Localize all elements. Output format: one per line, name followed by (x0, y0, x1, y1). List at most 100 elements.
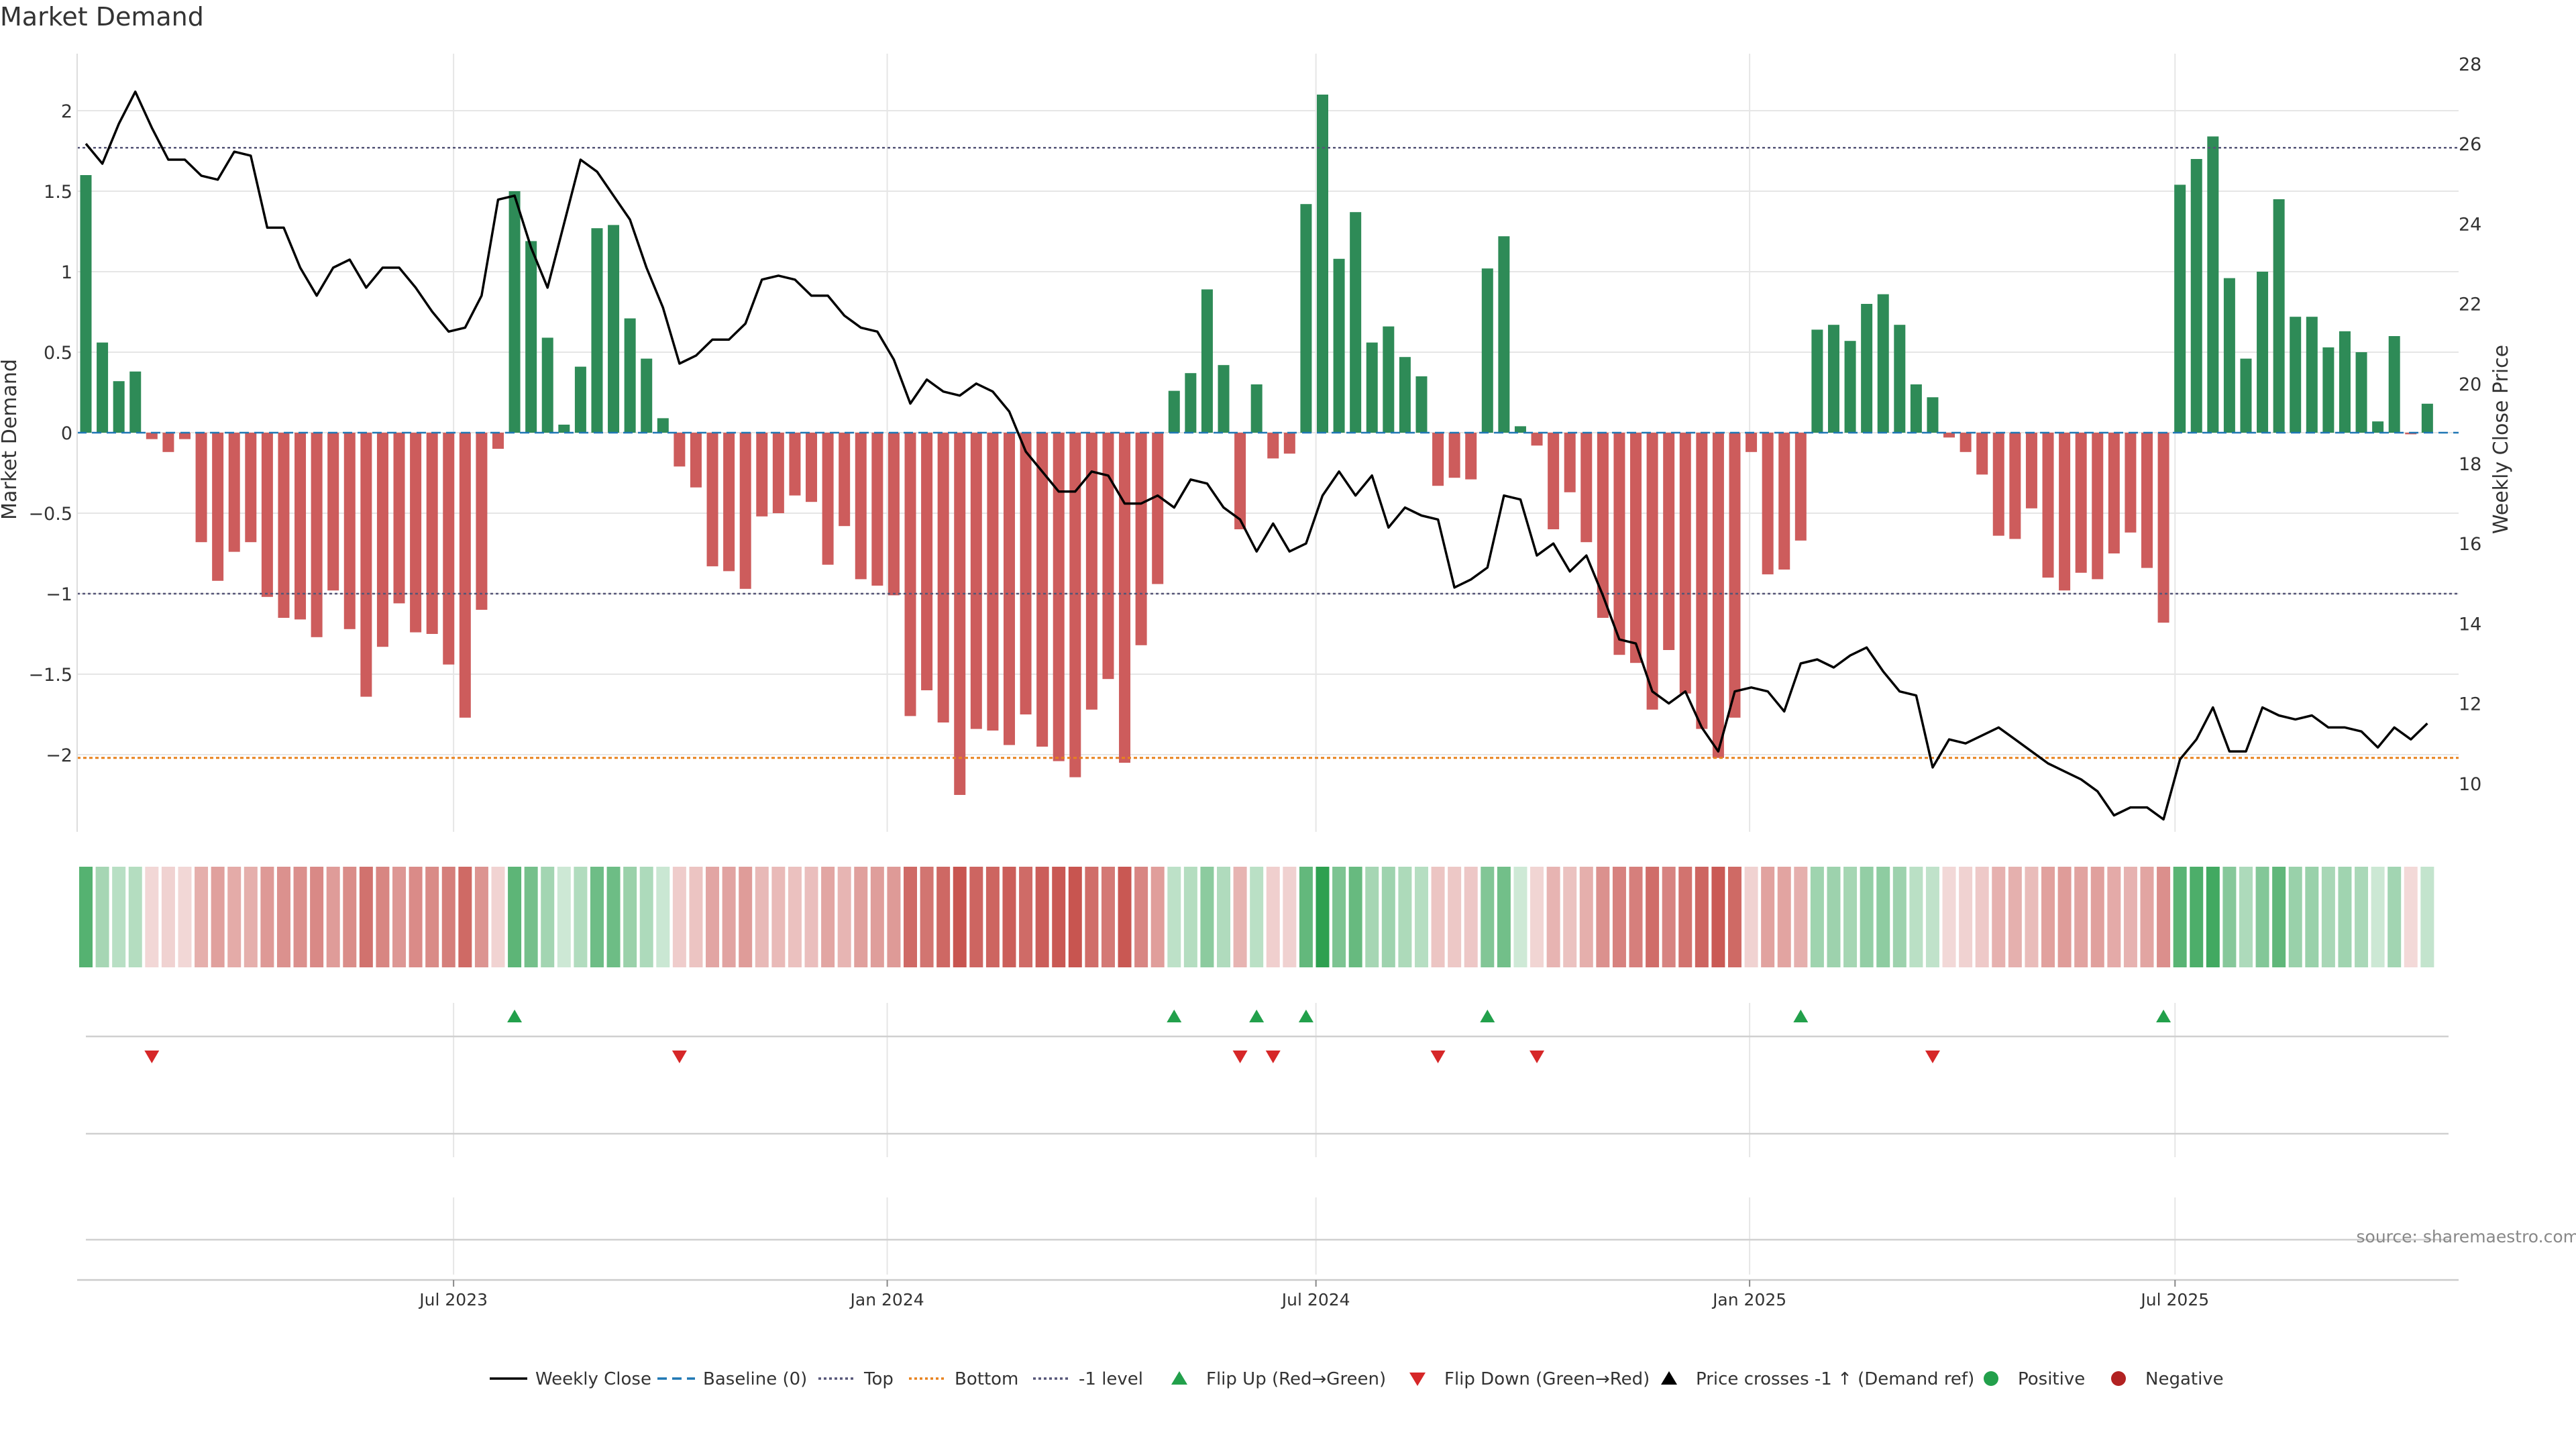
heat-cell (1563, 867, 1577, 967)
heat-cell (1794, 867, 1808, 967)
heat-cell (1629, 867, 1643, 967)
heat-cell (1728, 867, 1741, 967)
right-tick-label: 24 (2459, 214, 2481, 235)
heat-cell (359, 867, 373, 967)
demand-bar (1514, 426, 1526, 433)
demand-bar (228, 433, 240, 552)
demand-bar (1548, 433, 1560, 529)
demand-bar (162, 433, 174, 452)
heat-cell (2057, 867, 2072, 967)
heat-cell (2190, 867, 2204, 967)
demand-bar (2190, 159, 2202, 433)
demand-bar (2223, 278, 2235, 433)
heat-cell (1711, 867, 1725, 967)
demand-bar (641, 358, 653, 433)
demand-bar (1383, 326, 1395, 433)
legend-swatch (1661, 1371, 1677, 1385)
demand-bar (1646, 433, 1658, 710)
heat-cell (2008, 867, 2022, 967)
heat-cell (1183, 867, 1197, 967)
x-tick-label: Jul 2023 (418, 1290, 488, 1309)
demand-bar (772, 433, 784, 513)
heat-cell (1068, 867, 1082, 967)
right-tick-label: 16 (2459, 534, 2481, 555)
left-tick-label: 2 (61, 101, 72, 122)
demand-bar (970, 433, 982, 729)
demand-bar (1465, 433, 1477, 480)
heat-cell (1777, 867, 1791, 967)
demand-bar (822, 433, 834, 565)
heat-cell (1398, 867, 1412, 967)
demand-bar (2108, 433, 2120, 553)
heat-cell (1200, 867, 1214, 967)
heat-cell (1035, 867, 1049, 967)
demand-bar (888, 433, 900, 596)
heat-cell (1118, 867, 1132, 967)
heat-cell (985, 867, 1000, 967)
demand-heat-strip (79, 867, 2434, 967)
demand-bar (2388, 336, 2400, 433)
heat-cell (1332, 867, 1346, 967)
heat-cell (1448, 867, 1462, 967)
heat-cell (392, 867, 407, 967)
legend-label: Price crosses -1 ↑ (Demand ref) (1696, 1369, 1974, 1389)
demand-bar (1613, 433, 1625, 655)
heat-cell (574, 867, 588, 967)
heat-cell (508, 867, 522, 967)
demand-bar (80, 175, 92, 433)
heat-cell (2025, 867, 2039, 967)
demand-bar (839, 433, 851, 527)
x-tick-label: Jan 2024 (849, 1290, 924, 1309)
legend-label: Negative (2145, 1369, 2224, 1389)
heat-cell (1992, 867, 2006, 967)
heat-cell (1596, 867, 1610, 967)
demand-bar (1894, 325, 1906, 433)
demand-bar (1283, 433, 1295, 454)
flip-down-marker (144, 1051, 160, 1063)
demand-bar (739, 433, 751, 589)
demand-bar (1696, 433, 1708, 729)
heat-cell (1431, 867, 1445, 967)
demand-bar (904, 433, 916, 716)
heat-cell (2371, 867, 2385, 967)
flip-markers (144, 1010, 2171, 1063)
demand-bar (129, 371, 142, 433)
heat-cell (1959, 867, 1973, 967)
heat-cell (1101, 867, 1115, 967)
demand-bar (2355, 352, 2367, 433)
demand-bar (1234, 433, 1246, 529)
heat-cell (706, 867, 720, 967)
heat-cell (2387, 867, 2402, 967)
heat-cell (474, 867, 488, 967)
x-tick-label: Jul 2024 (1281, 1290, 1350, 1309)
left-tick-label: 0.5 (44, 343, 72, 364)
flip-up-marker (507, 1010, 523, 1022)
legend-label: Flip Down (Green→Red) (1444, 1369, 1650, 1389)
demand-bar (146, 433, 158, 439)
demand-bar (1630, 433, 1642, 663)
demand-bar (1481, 268, 1493, 433)
heat-cell (112, 867, 126, 967)
heat-cell (541, 867, 555, 967)
heat-cell (2288, 867, 2302, 967)
heat-cell (161, 867, 175, 967)
demand-bar (690, 433, 702, 488)
heat-cell (1085, 867, 1099, 967)
demand-bar (674, 433, 686, 467)
heat-cell (2305, 867, 2319, 967)
demand-bar (1366, 342, 1378, 433)
demand-bar (1778, 433, 1790, 570)
heat-cell (722, 867, 736, 967)
flip-up-marker (1793, 1010, 1809, 1022)
demand-bar (1580, 433, 1593, 543)
heat-cell (458, 867, 472, 967)
demand-bar (410, 433, 422, 633)
heat-cell (755, 867, 769, 967)
heat-cell (1167, 867, 1181, 967)
demand-bar (1992, 433, 2004, 536)
demand-bar (1976, 433, 1988, 475)
heat-cell (1464, 867, 1478, 967)
price-line-layer (85, 90, 2428, 821)
heat-cell (969, 867, 983, 967)
legend-swatch (2111, 1371, 2126, 1386)
